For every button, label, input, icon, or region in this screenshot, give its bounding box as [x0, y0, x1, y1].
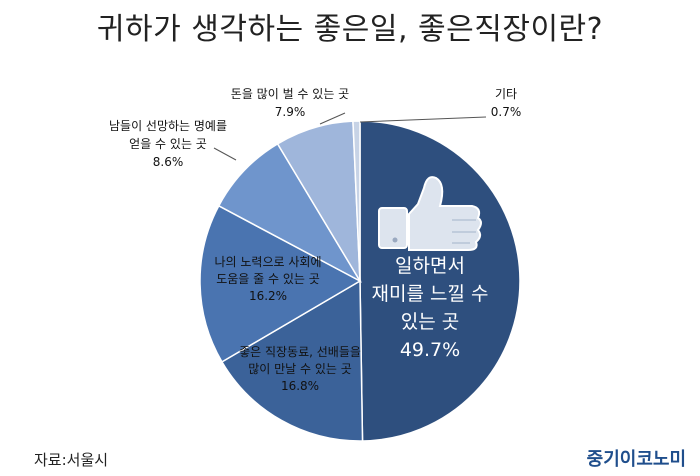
slice-category-label: 얻을 수 있는 곳 [129, 137, 207, 151]
leader-line [319, 112, 346, 125]
slice-category-label: 나의 노력으로 사회에 [215, 255, 322, 269]
source-note: 자료:서울시 [34, 451, 109, 469]
leader-line [213, 147, 237, 161]
slice-category-label: 돈을 많이 벌 수 있는 곳 [231, 87, 349, 101]
slice-value-label: 7.9% [275, 105, 306, 119]
slice-value-label: 0.7% [491, 105, 522, 119]
brand-logo: 중기이코노미 [586, 449, 686, 470]
slice-category-label: 재미를 느낄 수 [372, 283, 489, 305]
slice-value-label: 16.8% [281, 379, 319, 393]
chart-title: 귀하가 생각하는 좋은일, 좋은직장이란? [96, 12, 604, 47]
thumbs-up-icon [378, 176, 482, 251]
pie-slice [220, 279, 364, 442]
pie-slice [199, 204, 362, 363]
slice-value-label: 8.6% [153, 155, 184, 169]
slice-category-label: 있는 곳 [401, 311, 459, 333]
slice-value-label: 49.7% [400, 339, 460, 361]
slice-category-label: 일하면서 [395, 255, 465, 277]
slice-category-label: 기타 [495, 87, 517, 101]
leader-line [359, 116, 487, 123]
slice-category-label: 좋은 직장동료, 선배들을 [239, 345, 361, 359]
slice-category-label: 도움을 줄 수 있는 곳 [216, 272, 320, 286]
pie-slice [352, 120, 361, 282]
slice-value-label: 16.2% [249, 289, 287, 303]
pie-slice [359, 120, 521, 442]
pie-slice [217, 142, 363, 283]
slice-category-label: 많이 만날 수 있는 곳 [248, 362, 352, 376]
slice-category-label: 남들이 선망하는 명예를 [109, 119, 227, 133]
